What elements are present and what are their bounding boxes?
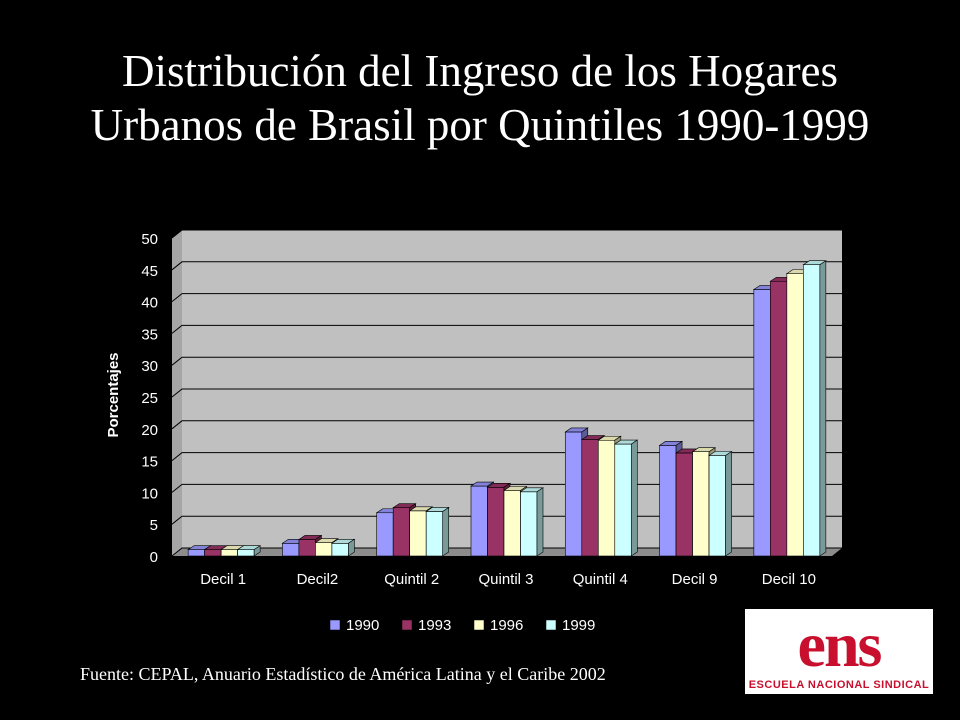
gridline (171, 324, 842, 334)
gridline (171, 261, 842, 271)
y-axis-ticks: 0 5 10 15 20 25 30 35 40 45 50 (141, 231, 158, 566)
y-tick-label: 35 (141, 326, 158, 343)
gridline (171, 388, 842, 398)
bar (330, 538, 356, 557)
x-tick-label: Decil2 (297, 571, 339, 588)
gridline (171, 356, 842, 366)
y-tick-label: 5 (150, 517, 158, 534)
y-tick-label: 40 (141, 295, 158, 312)
bar (297, 534, 323, 557)
x-tick-label: Quintil 4 (573, 571, 628, 588)
legend-label: 1993 (418, 617, 451, 634)
bar (425, 506, 450, 557)
legend-swatch (401, 619, 413, 631)
y-tick-label: 25 (141, 390, 158, 407)
ens-logo: ens ESCUELA NACIONAL SINDICAL (745, 609, 933, 694)
legend-swatch (473, 619, 485, 631)
y-tick-label: 15 (141, 454, 158, 471)
legend: 1990 1993 1996 1999 (329, 617, 595, 634)
x-axis-ticks: Decil 1 Decil2 Quintil 2 Quintil 3 Quintil 4… (200, 571, 816, 588)
y-tick-label: 45 (141, 263, 158, 280)
gridline (171, 293, 842, 302)
legend-swatch (329, 619, 341, 631)
x-tick-label: Decil 9 (672, 571, 718, 588)
y-tick-label: 50 (141, 231, 158, 248)
page-title: Distribución del Ingreso de los Hogares … (90, 46, 870, 150)
bars (187, 260, 827, 557)
y-tick-label: 0 (150, 549, 158, 566)
legend-label: 1999 (562, 617, 595, 634)
bar (519, 487, 544, 557)
legend-item: 1999 (545, 617, 595, 634)
legend-item: 1996 (473, 617, 523, 634)
legend-item: 1990 (329, 617, 379, 634)
y-axis-label: Porcentajes (105, 352, 122, 437)
x-tick-label: Quintil 3 (478, 571, 533, 588)
legend-swatch (545, 619, 557, 631)
x-tick-label: Decil 1 (200, 571, 246, 588)
bar (708, 450, 733, 557)
gridline (171, 229, 842, 239)
y-tick-label: 10 (141, 485, 158, 502)
logo-subtext: ESCUELA NACIONAL SINDICAL (748, 679, 930, 691)
legend-label: 1996 (490, 617, 523, 634)
bar (613, 439, 639, 557)
bar (236, 545, 262, 557)
y-tick-label: 30 (141, 358, 158, 375)
x-tick-label: Decil 10 (762, 571, 816, 588)
bar (802, 260, 827, 557)
gridline (171, 420, 842, 430)
logo-wordmark: ens (797, 609, 883, 680)
source-note: Fuente: CEPAL, Anuario Estadístico de Am… (80, 664, 606, 684)
x-tick-label: Quintil 2 (384, 571, 439, 588)
legend-label: 1990 (346, 617, 379, 634)
y-tick-label: 20 (141, 422, 158, 439)
legend-item: 1993 (401, 617, 451, 634)
